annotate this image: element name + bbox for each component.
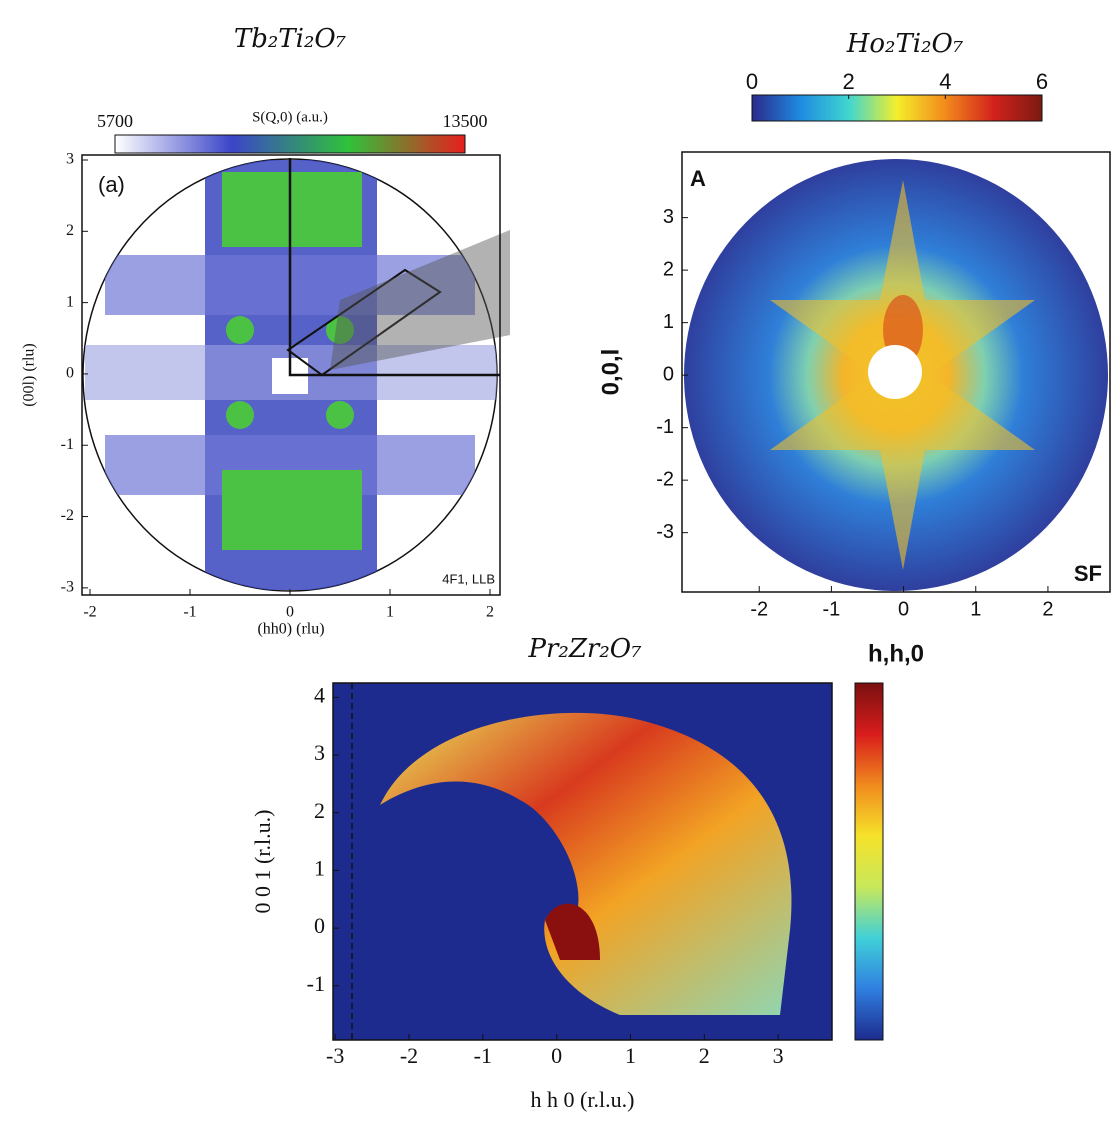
x-tick-label: 0 <box>898 598 909 620</box>
y-tick-label: 1 <box>314 855 325 880</box>
panel: Ho₂Ti₂O₇ -2 -1 0 1 2 -3 -2 -1 0 1 2 3 h,h,0 0,0,l 0 2 4 6 A… <box>597 29 1111 667</box>
x-tick-label: -2 <box>750 598 768 620</box>
y-tick-label: -1 <box>61 436 74 453</box>
y-axis-label: 0 0 1 (r.l.u.) <box>250 810 275 914</box>
annotation: 4F1, LLB <box>442 571 495 586</box>
x-tick-label: 1 <box>970 598 981 620</box>
colorbar-tick-label: 4 <box>939 69 951 94</box>
panel-title: Ho₂Ti₂O₇ <box>846 29 964 59</box>
panel-title: Pr₂Zr₂O₇ <box>527 634 642 664</box>
ho-map <box>684 159 1108 591</box>
x-tick-label: 2 <box>1042 598 1053 620</box>
y-tick-label: -1 <box>656 416 674 438</box>
colorbar-tick-label: 2 <box>843 69 855 94</box>
y-tick-label: -1 <box>307 971 325 996</box>
tb-map <box>82 158 510 592</box>
colorbar-tick-label: 6 <box>1036 69 1048 94</box>
colorbar-label: S(Q,0) (a.u.) <box>252 109 328 125</box>
y-tick-label: 4 <box>314 682 325 707</box>
annotation: SF <box>1074 561 1102 586</box>
x-tick-label: -2 <box>400 1043 418 1068</box>
y-tick-label: 2 <box>663 258 674 280</box>
y-tick-label: 3 <box>314 740 325 765</box>
y-tick-label: 3 <box>663 206 674 228</box>
x-axis-label: h h 0 (r.l.u.) <box>531 1087 635 1112</box>
x-tick-label: 2 <box>699 1043 710 1068</box>
colorbar <box>854 682 884 1041</box>
colorbar-tick-label: 0 <box>746 69 758 94</box>
panel: Pr₂Zr₂O₇ -3 -2 -1 0 1 2 3 -1 0 1 2 3 4 h h 0 (r.l.u.) 0… <box>250 634 884 1112</box>
colorbar-tick-label: 5700 <box>97 111 133 131</box>
plot-frame <box>332 682 833 1041</box>
colorbar <box>751 94 1043 122</box>
plot-frame <box>681 151 1111 593</box>
y-tick-label: 0 <box>314 913 325 938</box>
x-tick-label: -2 <box>83 604 96 621</box>
x-tick-label: -1 <box>183 604 196 621</box>
plot-frame <box>81 154 501 596</box>
x-tick-label: 1 <box>625 1043 636 1068</box>
y-axis-label: 0,0,l <box>597 349 624 396</box>
x-tick-label: 0 <box>551 1043 562 1068</box>
x-tick-label: -1 <box>474 1043 492 1068</box>
x-tick-label: 3 <box>773 1043 784 1068</box>
x-tick-label: -1 <box>823 598 841 620</box>
annotation: (a) <box>98 172 125 197</box>
x-tick-label: 0 <box>286 604 294 621</box>
panel-title: Tb₂Ti₂O₇ <box>234 24 347 54</box>
panel: Tb₂Ti₂O₇ -2 -1 0 1 2 -3 -2 -1 0 1 2 3 (hh0) (rlu) (00l… <box>21 24 501 638</box>
x-tick-label: 1 <box>386 604 394 621</box>
colorbar-tick-label: 13500 <box>443 111 488 131</box>
y-tick-label: -3 <box>656 521 674 543</box>
y-tick-label: -3 <box>61 579 74 596</box>
x-tick-label: -3 <box>326 1043 344 1068</box>
y-tick-label: 1 <box>66 293 74 310</box>
y-tick-label: 0 <box>663 363 674 385</box>
colorbar <box>114 134 466 154</box>
y-tick-label: -2 <box>656 468 674 490</box>
pr-map <box>333 683 832 1040</box>
annotation: A <box>690 166 706 191</box>
x-axis-label: h,h,0 <box>868 640 924 667</box>
y-tick-label: 2 <box>66 222 74 239</box>
y-tick-label: -2 <box>61 507 74 524</box>
y-tick-label: 3 <box>66 151 74 168</box>
y-tick-label: 2 <box>314 798 325 823</box>
x-axis-label: (hh0) (rlu) <box>257 621 324 638</box>
x-tick-label: 2 <box>486 604 494 621</box>
y-axis-label: (00l) (rlu) <box>21 343 38 407</box>
y-tick-label: 0 <box>66 365 74 382</box>
y-tick-label: 1 <box>663 311 674 333</box>
